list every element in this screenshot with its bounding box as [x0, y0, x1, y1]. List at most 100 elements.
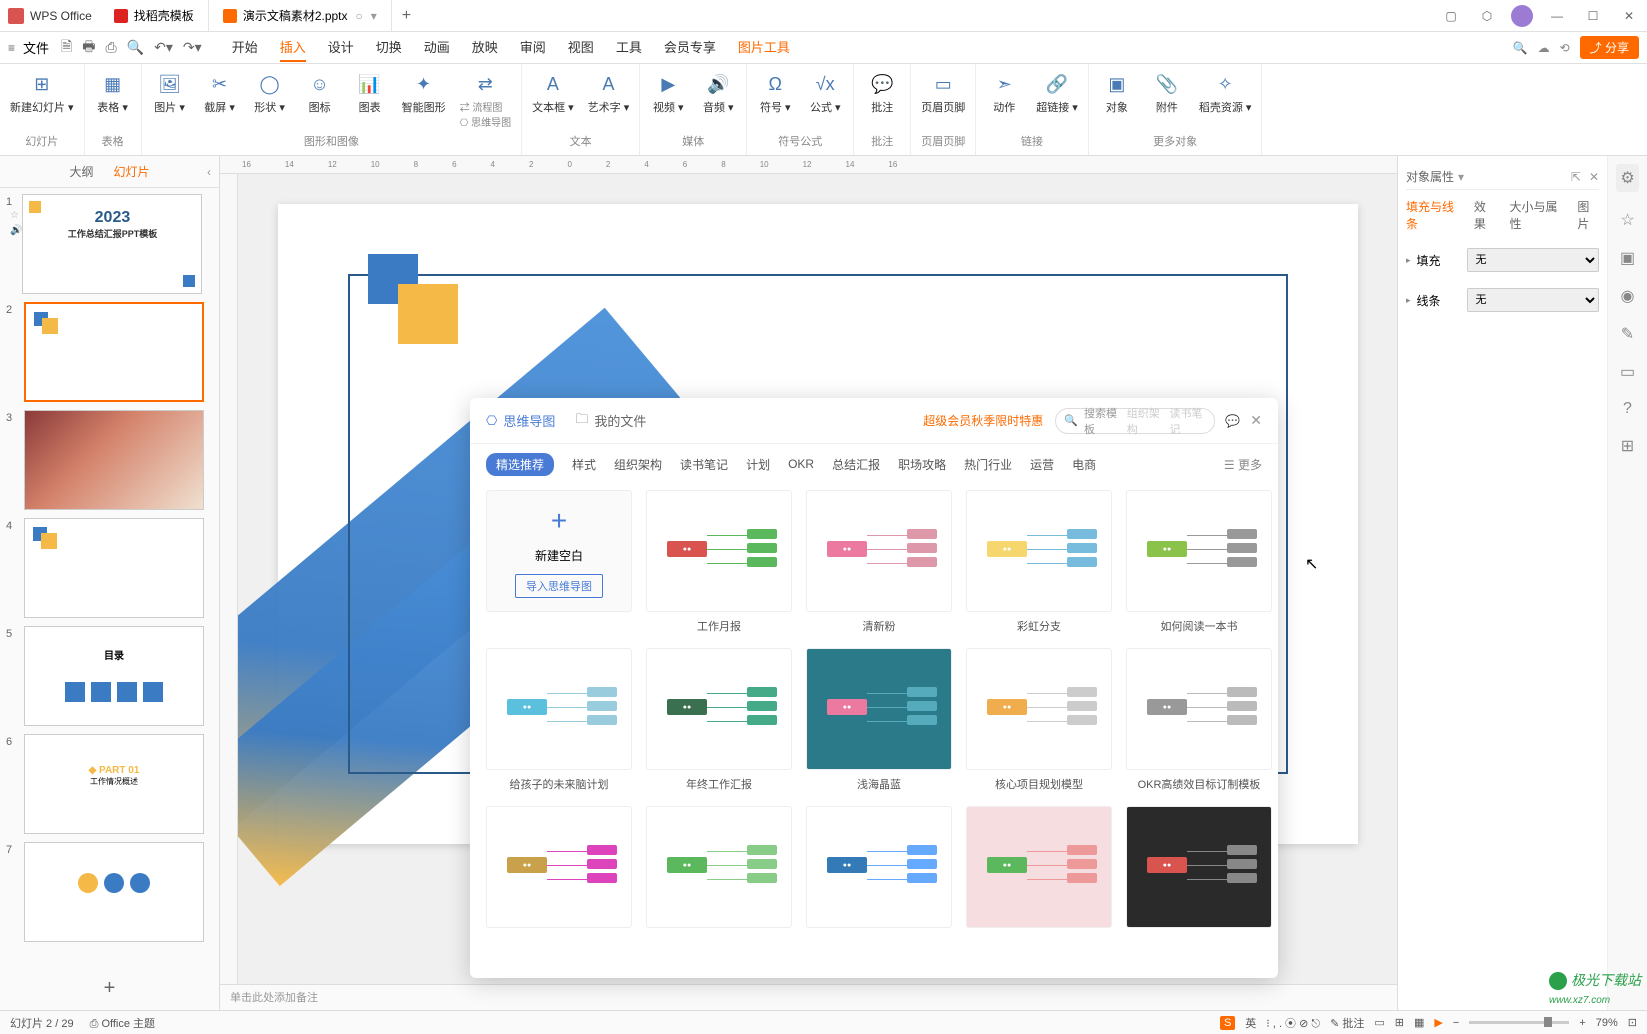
lang-indicator[interactable]: 英 — [1245, 1015, 1256, 1031]
new-blank-card[interactable]: +新建空白导入思维导图 — [486, 490, 632, 612]
category-读书笔记[interactable]: 读书笔记 — [680, 456, 728, 473]
globe-icon[interactable]: ◉ — [1621, 286, 1635, 306]
ribbon-tab-0[interactable]: 开始 — [232, 33, 258, 62]
template-thumb[interactable]: ●● — [1126, 806, 1272, 928]
slide-thumbnail[interactable]: 4 — [6, 518, 213, 618]
template-thumb[interactable]: ●● — [966, 648, 1112, 770]
category-OKR[interactable]: OKR — [788, 457, 814, 471]
layers-icon[interactable]: ▣ — [1620, 248, 1635, 268]
zoom-out-icon[interactable]: − — [1453, 1017, 1459, 1029]
ribbon-btn-视频[interactable]: ▶视频 ▾ — [650, 72, 686, 115]
template-card[interactable]: ●●如何阅读一本书 — [1126, 490, 1272, 640]
category-运营[interactable]: 运营 — [1030, 456, 1054, 473]
ribbon-btn-图片[interactable]: 🖼图片 ▾ — [152, 72, 188, 115]
ribbon-btn-批注[interactable]: 💬批注 — [864, 72, 900, 115]
search-input[interactable]: 🔍 搜索模板 组织架构 读书笔记 — [1055, 408, 1215, 434]
view-normal-icon[interactable]: ▭ — [1374, 1016, 1384, 1029]
dialog-close-icon[interactable]: ✕ — [1250, 412, 1262, 429]
ribbon-tab-1[interactable]: 插入 — [280, 33, 306, 62]
category-精选推荐[interactable]: 精选推荐 — [486, 453, 554, 476]
category-样式[interactable]: 样式 — [572, 456, 596, 473]
ribbon-btn-符号[interactable]: Ω符号 ▾ — [757, 72, 793, 115]
sync-icon[interactable]: ⟲ — [1560, 41, 1570, 55]
add-slide-button[interactable]: + — [0, 967, 219, 1010]
template-thumb[interactable]: ●● — [646, 806, 792, 928]
settings-icon[interactable]: ⚙ — [1616, 164, 1638, 192]
template-thumb[interactable]: ●● — [806, 806, 952, 928]
file-menu[interactable]: 文件 — [23, 38, 49, 57]
template-card[interactable]: ●●彩虹分支 — [966, 490, 1112, 640]
close-icon[interactable]: ✕ — [1589, 170, 1599, 184]
ribbon-btn-流程图[interactable]: ⇄⇄ 流程图⎔ 思维导图 — [460, 72, 512, 129]
ribbon-btn-超链接[interactable]: 🔗超链接 ▾ — [1036, 72, 1078, 115]
undo-icon[interactable]: ↶▾ — [154, 39, 173, 56]
category-组织架构[interactable]: 组织架构 — [614, 456, 662, 473]
hamburger-icon[interactable]: ≡ — [8, 41, 15, 55]
category-职场攻略[interactable]: 职场攻略 — [898, 456, 946, 473]
prop-tab[interactable]: 效果 — [1474, 198, 1496, 232]
slide-thumbnail[interactable]: 1☆🔊2023工作总结汇报PPT模板 — [6, 194, 213, 294]
ribbon-btn-页眉页脚[interactable]: ▭页眉页脚 — [921, 72, 965, 115]
template-card[interactable]: ●●年终工作汇报 — [646, 648, 792, 798]
prop-tab[interactable]: 大小与属性 — [1510, 198, 1564, 232]
notes-bar[interactable]: 单击此处添加备注 — [220, 984, 1397, 1010]
template-thumb[interactable]: ●● — [966, 806, 1112, 928]
slide-thumbnail[interactable]: 2 — [6, 302, 213, 402]
template-card[interactable]: ●● — [1126, 806, 1272, 940]
slides-tab[interactable]: 幻灯片 — [114, 163, 150, 180]
ribbon-btn-艺术字[interactable]: A艺术字 ▾ — [588, 72, 630, 115]
redo-icon[interactable]: ↷▾ — [183, 39, 202, 56]
ribbon-btn-新建幻灯片[interactable]: ⊞新建幻灯片 ▾ — [10, 72, 74, 115]
template-card[interactable]: ●●OKR高绩效目标订制模板 — [1126, 648, 1272, 798]
user-avatar[interactable] — [1511, 5, 1533, 27]
cube-icon[interactable]: ⬡ — [1469, 0, 1505, 32]
chat-icon[interactable]: 💬 — [1225, 414, 1240, 428]
ribbon-tab-6[interactable]: 审阅 — [520, 33, 546, 62]
search-icon[interactable]: 🔍 — [1513, 41, 1528, 55]
ribbon-tab-9[interactable]: 会员专享 — [664, 33, 716, 62]
template-card[interactable]: ●● — [486, 806, 632, 940]
view-sorter-icon[interactable]: ⊞ — [1395, 1016, 1404, 1029]
more-categories[interactable]: ☰ 更多 — [1224, 456, 1262, 473]
category-总结汇报[interactable]: 总结汇报 — [832, 456, 880, 473]
template-thumb[interactable]: ●● — [806, 490, 952, 612]
more-icon[interactable]: ⊞ — [1621, 436, 1634, 456]
ribbon-btn-图标[interactable]: ☺图标 — [302, 72, 338, 115]
template-thumb[interactable]: ●● — [966, 490, 1112, 612]
find-icon[interactable]: 🔍 — [127, 39, 144, 56]
star-icon[interactable]: ☆ — [1620, 210, 1634, 230]
category-热门行业[interactable]: 热门行业 — [964, 456, 1012, 473]
new-tab-button[interactable]: + — [392, 7, 421, 25]
help-icon[interactable]: ? — [1623, 400, 1632, 418]
tab-close-icon[interactable]: ▾ — [371, 9, 377, 23]
zoom-slider[interactable] — [1469, 1021, 1569, 1024]
share-button[interactable]: ⤴ 分享 — [1580, 36, 1639, 59]
ribbon-btn-附件[interactable]: 📎附件 — [1149, 72, 1185, 115]
template-thumb[interactable]: ●● — [806, 648, 952, 770]
category-电商[interactable]: 电商 — [1072, 456, 1096, 473]
myfiles-tab[interactable]: 🗀 我的文件 — [575, 410, 646, 432]
template-card[interactable]: ●●核心项目规划模型 — [966, 648, 1112, 798]
prop-tab[interactable]: 填充与线条 — [1406, 198, 1460, 232]
prop-tab[interactable]: 图片 — [1577, 198, 1599, 232]
tools-icon[interactable]: ✎ — [1621, 324, 1634, 344]
mindmap-tab[interactable]: ⎔ 思维导图 — [486, 411, 555, 430]
ribbon-btn-表格[interactable]: ▦表格 ▾ — [95, 72, 131, 115]
slide-thumbnail[interactable]: 7 — [6, 842, 213, 942]
outline-tab[interactable]: 大纲 — [69, 163, 93, 180]
ribbon-btn-文本框[interactable]: A文本框 ▾ — [532, 72, 574, 115]
zoom-value[interactable]: 79% — [1596, 1017, 1618, 1029]
book-icon[interactable]: ▭ — [1620, 362, 1635, 382]
template-card[interactable]: ●● — [646, 806, 792, 940]
template-thumb[interactable]: ●● — [1126, 490, 1272, 612]
template-card[interactable]: ●●给孩子的未来脑计划 — [486, 648, 632, 798]
fit-icon[interactable]: ⊡ — [1628, 1016, 1637, 1029]
slide-thumbnail[interactable]: 3 — [6, 410, 213, 510]
view-reader-icon[interactable]: ▦ — [1414, 1016, 1424, 1029]
prop-select[interactable]: 无 — [1467, 248, 1599, 272]
print-icon[interactable]: 🖶 — [82, 36, 95, 60]
theme-label[interactable]: ⎙ Office 主题 — [90, 1015, 155, 1031]
annotate-button[interactable]: ✎ 批注 — [1330, 1015, 1364, 1031]
template-thumb[interactable]: ●● — [646, 648, 792, 770]
template-card[interactable]: ●●清新粉 — [806, 490, 952, 640]
